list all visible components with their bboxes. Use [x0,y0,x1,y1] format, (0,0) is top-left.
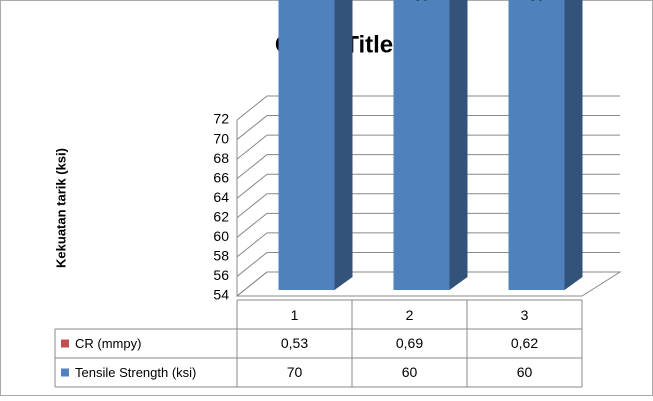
value-label: 60 [529,0,545,3]
table-value: 60 [402,364,418,380]
grid-line [236,251,620,277]
table-value: 60 [517,364,533,380]
table-value: 0,53 [281,335,308,351]
grid-line [236,154,620,180]
legend-swatch [61,368,69,377]
bar-side [334,0,353,290]
legend-label: Tensile Strength (ksi) [75,365,196,380]
value-label: 60 [414,0,430,3]
grid-line [236,271,620,297]
legend-swatch [61,339,69,348]
grid-line [236,212,620,238]
legend-label: CR (mmpy) [75,336,141,351]
x-tick-label: 3 [521,307,529,323]
bar-segment [393,0,450,291]
y-tick-label: 68 [213,150,229,166]
bar-side [564,0,583,290]
bar-segment [508,0,565,291]
grid-line [236,134,620,160]
grid-line [236,173,620,199]
grid-line [236,193,620,219]
grid-line [236,232,620,258]
table-value: 0,62 [511,335,538,351]
bar-side [449,0,468,290]
y-tick-label: 58 [213,248,229,264]
y-tick-label: 64 [213,189,229,205]
y-tick-label: 54 [213,287,229,303]
y-tick-label: 56 [213,267,229,283]
x-tick-label: 2 [406,307,414,323]
bar-segment [278,0,335,290]
y-tick-label: 62 [213,208,229,224]
grid-line [236,95,620,121]
x-tick-label: 1 [291,307,299,323]
table-value: 0,69 [396,335,423,351]
grid-line [236,115,620,140]
y-tick-label: 60 [213,228,229,244]
table-value: 70 [287,364,303,380]
y-tick-label: 66 [213,169,229,185]
y-tick-label: 70 [213,130,229,146]
y-tick-label: 72 [213,111,229,127]
y-axis-label: Kekuatan tarik (ksi) [53,148,68,268]
